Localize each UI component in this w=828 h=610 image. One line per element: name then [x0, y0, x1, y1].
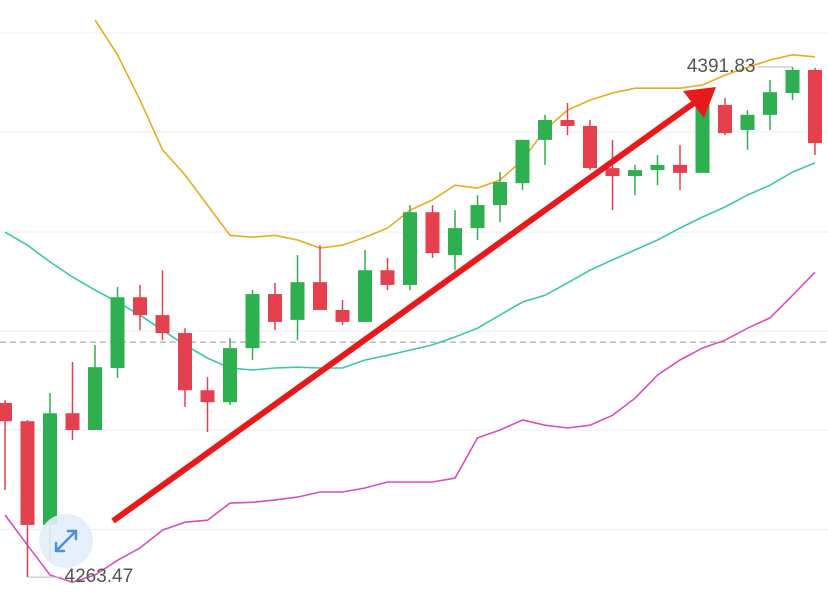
- candle-body: [313, 282, 327, 310]
- candle-body: [290, 282, 305, 320]
- expand-button[interactable]: [39, 514, 93, 568]
- band-line: [94, 19, 816, 249]
- candle-body: [425, 212, 440, 254]
- candle-body: [583, 125, 597, 169]
- candle-body: [560, 120, 575, 126]
- candle-body: [0, 402, 12, 422]
- candle-body: [88, 367, 102, 430]
- candle-body: [200, 390, 215, 403]
- overlay: [39, 87, 716, 568]
- band-line: [4, 271, 816, 584]
- candle-body: [493, 182, 507, 206]
- grid: [0, 32, 828, 530]
- trend-arrow-head: [683, 87, 716, 118]
- candle-body: [605, 168, 620, 177]
- candle-body: [20, 421, 35, 525]
- candle-body: [110, 297, 125, 368]
- candle-body: [538, 120, 552, 140]
- candle-body: [628, 170, 642, 177]
- candle-body: [763, 92, 777, 115]
- candle-body: [808, 69, 822, 144]
- candle-body: [155, 315, 170, 334]
- candle-body: [718, 104, 732, 134]
- candle-body: [335, 309, 350, 322]
- candle-body: [358, 270, 372, 322]
- candle-body: [268, 294, 282, 322]
- candles: [0, 67, 822, 578]
- candle-body: [695, 104, 710, 173]
- candle-body: [515, 139, 530, 184]
- candle-body: [403, 212, 417, 285]
- candle-body: [650, 164, 665, 171]
- min-label: 4263.47: [65, 566, 134, 587]
- trend-arrow-shaft: [111, 100, 696, 524]
- candle-body: [448, 228, 462, 256]
- candle-body: [133, 297, 147, 316]
- expand-icon[interactable]: [54, 529, 78, 553]
- candle-body: [673, 164, 687, 173]
- candle-body: [223, 348, 237, 403]
- candle-body: [65, 413, 80, 430]
- candle-body: [43, 413, 57, 525]
- candle-body: [785, 69, 800, 93]
- max-label: 4391.83: [687, 56, 756, 77]
- candle-body: [245, 294, 260, 349]
- candle-body: [740, 114, 755, 130]
- candle-body: [380, 270, 395, 285]
- candle-body: [178, 333, 192, 391]
- candle-body: [470, 205, 485, 229]
- labels: 4391.83 4263.47: [27, 56, 793, 587]
